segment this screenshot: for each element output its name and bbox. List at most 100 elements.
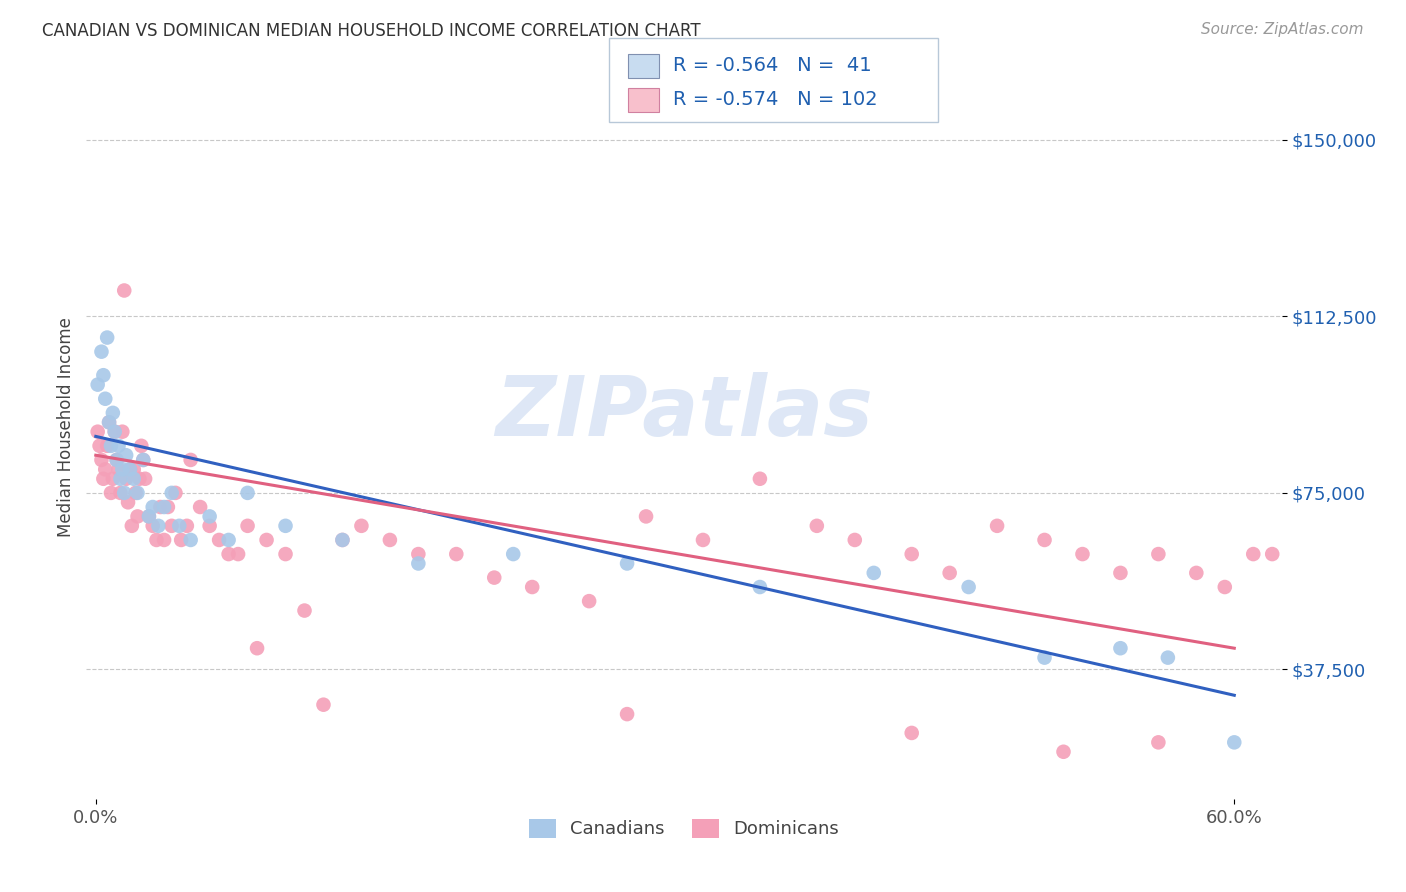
Point bbox=[107, 439, 129, 453]
Point bbox=[332, 533, 354, 547]
Point bbox=[900, 547, 922, 561]
Point bbox=[142, 500, 165, 514]
Point bbox=[1033, 533, 1056, 547]
Point bbox=[1213, 580, 1236, 594]
Point bbox=[350, 518, 373, 533]
Point bbox=[806, 518, 828, 533]
Point bbox=[115, 448, 138, 462]
Point bbox=[578, 594, 600, 608]
Point bbox=[408, 557, 430, 571]
Text: Source: ZipAtlas.com: Source: ZipAtlas.com bbox=[1201, 22, 1364, 37]
Point bbox=[522, 580, 544, 594]
Point bbox=[100, 439, 122, 453]
Point bbox=[616, 707, 638, 722]
Point bbox=[115, 472, 138, 486]
Point bbox=[94, 392, 117, 406]
Point bbox=[93, 472, 115, 486]
Point bbox=[107, 462, 129, 476]
Point bbox=[748, 472, 770, 486]
Point bbox=[122, 462, 145, 476]
Point bbox=[256, 533, 278, 547]
Point bbox=[153, 533, 176, 547]
Point bbox=[122, 472, 145, 486]
Point bbox=[226, 547, 249, 561]
Point bbox=[90, 453, 112, 467]
Text: ZIPatlas: ZIPatlas bbox=[495, 372, 873, 452]
Point bbox=[1109, 566, 1132, 580]
Point bbox=[188, 500, 211, 514]
Point bbox=[105, 453, 128, 467]
Point bbox=[90, 344, 112, 359]
Point bbox=[98, 415, 121, 429]
Point bbox=[117, 495, 139, 509]
Point bbox=[110, 472, 132, 486]
Point bbox=[378, 533, 401, 547]
Point bbox=[132, 453, 155, 467]
Point bbox=[121, 518, 143, 533]
Point bbox=[938, 566, 960, 580]
Point bbox=[616, 557, 638, 571]
Text: CANADIAN VS DOMINICAN MEDIAN HOUSEHOLD INCOME CORRELATION CHART: CANADIAN VS DOMINICAN MEDIAN HOUSEHOLD I… bbox=[42, 22, 700, 40]
Point bbox=[104, 425, 127, 439]
Point bbox=[145, 533, 167, 547]
Point bbox=[148, 518, 170, 533]
Point bbox=[1261, 547, 1284, 561]
Point bbox=[142, 518, 165, 533]
Point bbox=[294, 603, 316, 617]
Y-axis label: Median Household Income: Median Household Income bbox=[58, 317, 75, 537]
Point bbox=[634, 509, 657, 524]
Point bbox=[132, 453, 155, 467]
Point bbox=[1147, 547, 1170, 561]
Point bbox=[312, 698, 335, 712]
Point bbox=[160, 518, 183, 533]
Point bbox=[127, 486, 149, 500]
Point bbox=[169, 518, 191, 533]
Point bbox=[1033, 650, 1056, 665]
Point bbox=[93, 368, 115, 383]
Legend: Canadians, Dominicans: Canadians, Dominicans bbox=[522, 812, 846, 846]
Point bbox=[111, 425, 134, 439]
Point bbox=[149, 500, 172, 514]
Point bbox=[131, 439, 153, 453]
Point bbox=[156, 500, 179, 514]
Point bbox=[112, 284, 135, 298]
Point bbox=[94, 462, 117, 476]
Point bbox=[218, 533, 240, 547]
Point bbox=[1157, 650, 1180, 665]
Point bbox=[101, 472, 124, 486]
Point bbox=[110, 486, 132, 500]
Point bbox=[748, 580, 770, 594]
Point bbox=[274, 547, 297, 561]
Point bbox=[101, 406, 124, 420]
Point bbox=[165, 486, 187, 500]
Point bbox=[128, 472, 150, 486]
Point bbox=[274, 518, 297, 533]
Text: R = -0.564   N =  41: R = -0.564 N = 41 bbox=[673, 55, 872, 75]
Point bbox=[180, 533, 202, 547]
Point bbox=[1052, 745, 1074, 759]
Point bbox=[1147, 735, 1170, 749]
Point bbox=[844, 533, 866, 547]
Point bbox=[692, 533, 714, 547]
Point bbox=[900, 726, 922, 740]
Point bbox=[198, 509, 221, 524]
Point bbox=[208, 533, 231, 547]
Point bbox=[134, 472, 156, 486]
Point bbox=[89, 439, 111, 453]
Point bbox=[104, 425, 127, 439]
Point bbox=[246, 641, 269, 656]
Point bbox=[118, 462, 141, 476]
Point bbox=[111, 462, 134, 476]
Point bbox=[1241, 547, 1264, 561]
Point bbox=[1109, 641, 1132, 656]
Point bbox=[153, 500, 176, 514]
Point bbox=[1223, 735, 1246, 749]
Point bbox=[236, 486, 259, 500]
Point bbox=[408, 547, 430, 561]
Point bbox=[127, 509, 149, 524]
Point bbox=[198, 518, 221, 533]
Point bbox=[86, 425, 108, 439]
Point bbox=[176, 518, 198, 533]
Point bbox=[986, 518, 1008, 533]
Point bbox=[96, 330, 118, 344]
